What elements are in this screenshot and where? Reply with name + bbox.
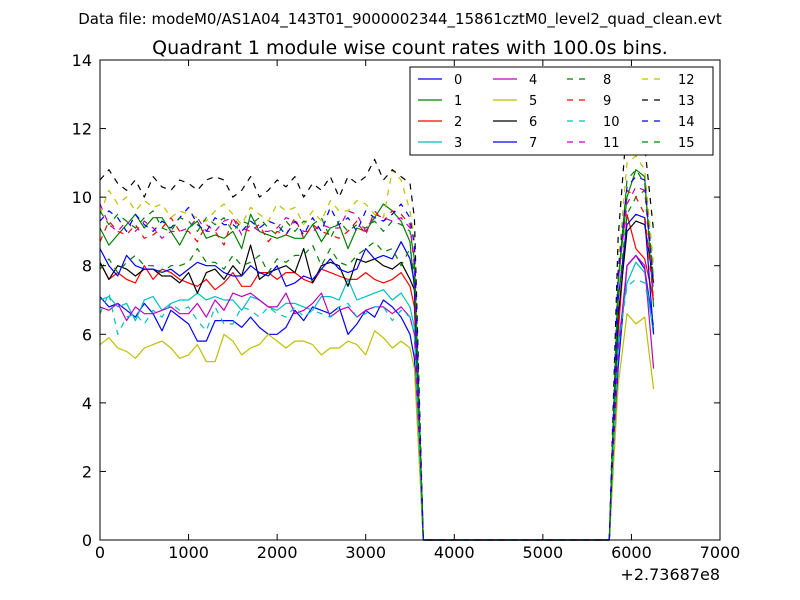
series-line-8 [99, 189, 655, 541]
series-line-1 [99, 169, 655, 541]
y-tick-label: 10 [72, 188, 92, 207]
x-offset-label: +2.73687e8 [620, 565, 720, 584]
y-tick-label: 8 [82, 257, 92, 276]
x-tick-label: 7000 [700, 543, 741, 562]
x-tick-label: 0 [95, 543, 105, 562]
chart-title: Quadrant 1 module wise count rates with … [152, 37, 668, 59]
legend-box [409, 66, 714, 156]
legend-label: 7 [529, 136, 537, 151]
y-tick-label: 12 [72, 120, 92, 139]
y-tick-label: 2 [82, 462, 92, 481]
x-tick-label: 4000 [434, 543, 475, 562]
series-line-14 [99, 176, 655, 541]
x-tick-label: 2000 [257, 543, 298, 562]
legend-label: 0 [454, 73, 462, 88]
series-line-2 [99, 213, 655, 541]
axes-frame [99, 59, 721, 541]
legend-label: 5 [529, 94, 537, 109]
x-tick-label: 5000 [522, 543, 563, 562]
x-axis: 0 1000 2000 3000 4000 5000 6000 7000 [95, 60, 740, 562]
series-line-10 [99, 278, 655, 541]
series-line-4 [99, 254, 655, 541]
series-line-7 [99, 213, 655, 541]
y-tick-label: 0 [82, 531, 92, 550]
legend-label: 9 [603, 94, 611, 109]
plot-area: 0 1000 2000 3000 4000 5000 6000 7000 0246810121… [72, 51, 741, 584]
legend-label: 13 [678, 94, 695, 109]
legend-label: 12 [678, 73, 695, 88]
series-line-6 [99, 220, 655, 541]
series-layer [99, 121, 655, 541]
x-tick-label: 3000 [345, 543, 386, 562]
legend-label: 6 [529, 115, 537, 130]
legend-label: 8 [603, 73, 611, 88]
legend-label: 11 [603, 136, 620, 151]
y-tick-label: 6 [82, 325, 92, 344]
series-line-3 [99, 261, 655, 541]
legend-label: 15 [678, 136, 695, 151]
figure-suptitle: Data file: modeM0/AS1A04_143T01_90000023… [78, 10, 722, 29]
series-line-15 [99, 169, 655, 541]
legend-label: 14 [678, 115, 695, 130]
series-line-5 [99, 313, 655, 541]
y-tick-label: 14 [72, 51, 92, 70]
legend-label: 10 [603, 115, 620, 130]
x-tick-label: 6000 [611, 543, 652, 562]
legend-label: 3 [454, 136, 462, 151]
series-line-13 [99, 121, 655, 541]
series-line-0 [99, 254, 655, 541]
legend-label: 1 [454, 94, 462, 109]
series-line-9 [99, 189, 655, 541]
y-tick-label: 4 [82, 394, 92, 413]
legend-label: 4 [529, 73, 537, 88]
legend-label: 2 [454, 115, 462, 130]
x-tick-label: 1000 [168, 543, 209, 562]
